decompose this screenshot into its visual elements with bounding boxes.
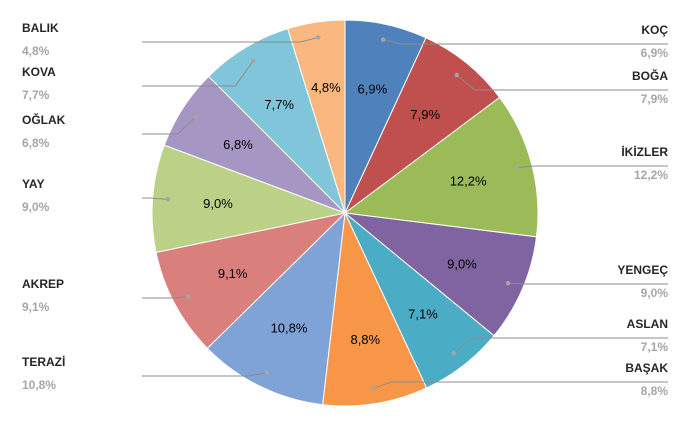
outer-labels: KOÇ 6,9% BOĞA 7,9% İKİZLER 12,2% YENGEÇ 9,0% ASL… bbox=[22, 21, 668, 398]
slice-value-label-terazi: 10,8% bbox=[271, 320, 308, 335]
category-value-label-ikizler: 12,2% bbox=[634, 168, 668, 182]
slice-yengec bbox=[343, 212, 538, 337]
category-value-label-terazi: 10,8% bbox=[22, 378, 56, 392]
category-value-label-boga: 7,9% bbox=[641, 92, 669, 106]
leader-line-akrep bbox=[142, 296, 189, 299]
category-label-basak: BAŞAK bbox=[625, 361, 668, 375]
slice-value-label-akrep: 9,1% bbox=[218, 266, 248, 281]
slice-value-label-yengec: 9,0% bbox=[447, 256, 477, 271]
slice-ikizler bbox=[343, 96, 539, 238]
category-value-label-yay: 9,0% bbox=[22, 200, 50, 214]
category-label-akrep: AKREP bbox=[22, 277, 64, 291]
leader-dot-yay bbox=[165, 197, 171, 202]
leader-line-terazi bbox=[142, 371, 268, 377]
slice-value-label-yay: 9,0% bbox=[203, 196, 233, 211]
leader-dot-akrep bbox=[186, 294, 191, 299]
slice-basak bbox=[322, 211, 428, 407]
leader-line-balik bbox=[142, 36, 319, 43]
leader-line-yay bbox=[142, 197, 169, 200]
slice-value-label-oglak: 6,8% bbox=[223, 137, 253, 152]
category-value-label-oglak: 6,8% bbox=[22, 136, 50, 150]
slice-value-label-basak: 8,8% bbox=[350, 332, 380, 347]
category-label-kova: KOVA bbox=[22, 65, 56, 79]
slice-value-label-balik: 4,8% bbox=[311, 80, 341, 95]
category-label-ikizler: İKİZLER bbox=[621, 144, 668, 159]
category-label-terazi: TERAZİ bbox=[22, 354, 65, 369]
category-label-yengec: YENGEÇ bbox=[617, 263, 668, 277]
slice-terazi bbox=[206, 211, 346, 406]
slice-balik bbox=[287, 19, 346, 214]
slice-akrep bbox=[155, 212, 347, 349]
leader-line-kova bbox=[142, 60, 254, 87]
slice-value-label-ikizler: 12,2% bbox=[450, 173, 487, 188]
pie-inner-labels: 6,9% 7,9% 12,2% 9,0% 7,1% 8,8% 10,8% 9,1% 9,0% 6,… bbox=[203, 80, 487, 347]
leader-dot-boga bbox=[454, 72, 459, 78]
category-label-balik: BALIK bbox=[22, 21, 59, 35]
slice-value-label-koc: 6,9% bbox=[358, 82, 388, 97]
category-label-boga: BOĞA bbox=[632, 68, 668, 83]
pie-slices bbox=[151, 19, 539, 407]
leader-line-ikizler bbox=[516, 165, 668, 169]
leader-dot-ikizler bbox=[514, 165, 519, 170]
leader-line-oglak bbox=[142, 116, 197, 135]
leader-dot-aslan bbox=[451, 351, 456, 356]
slice-value-label-kova: 7,7% bbox=[264, 97, 294, 112]
slice-boga bbox=[344, 37, 501, 214]
leader-line-basak bbox=[373, 381, 668, 389]
category-label-aslan: ASLAN bbox=[627, 317, 668, 331]
leader-dot-kova bbox=[251, 58, 256, 64]
leader-dot-terazi bbox=[264, 370, 270, 375]
leader-line-yengec bbox=[508, 282, 668, 285]
leader-line-aslan bbox=[453, 337, 668, 354]
slice-value-label-aslan: 7,1% bbox=[408, 307, 438, 322]
slice-value-label-boga: 7,9% bbox=[410, 107, 440, 122]
category-value-label-yengec: 9,0% bbox=[641, 286, 669, 300]
category-value-label-aslan: 7,1% bbox=[641, 340, 669, 354]
category-label-koc: KOÇ bbox=[641, 23, 668, 37]
leader-line-koc bbox=[383, 39, 668, 45]
category-value-label-koc: 6,9% bbox=[641, 46, 669, 60]
leader-dot-oglak bbox=[193, 114, 198, 119]
leader-dot-basak bbox=[371, 386, 376, 391]
leader-dot-balik bbox=[316, 35, 321, 40]
category-value-label-basak: 8,8% bbox=[641, 384, 669, 398]
category-label-yay: YAY bbox=[22, 177, 44, 191]
category-value-label-akrep: 9,1% bbox=[22, 300, 50, 314]
leader-dot-yengec bbox=[505, 280, 511, 286]
category-value-label-balik: 4,8% bbox=[22, 44, 50, 58]
leader-dot-koc bbox=[380, 37, 386, 42]
leader-line-boga bbox=[456, 74, 668, 91]
category-label-oglak: OĞLAK bbox=[22, 112, 66, 127]
leader-lines bbox=[142, 35, 668, 391]
category-value-label-kova: 7,7% bbox=[22, 88, 50, 102]
